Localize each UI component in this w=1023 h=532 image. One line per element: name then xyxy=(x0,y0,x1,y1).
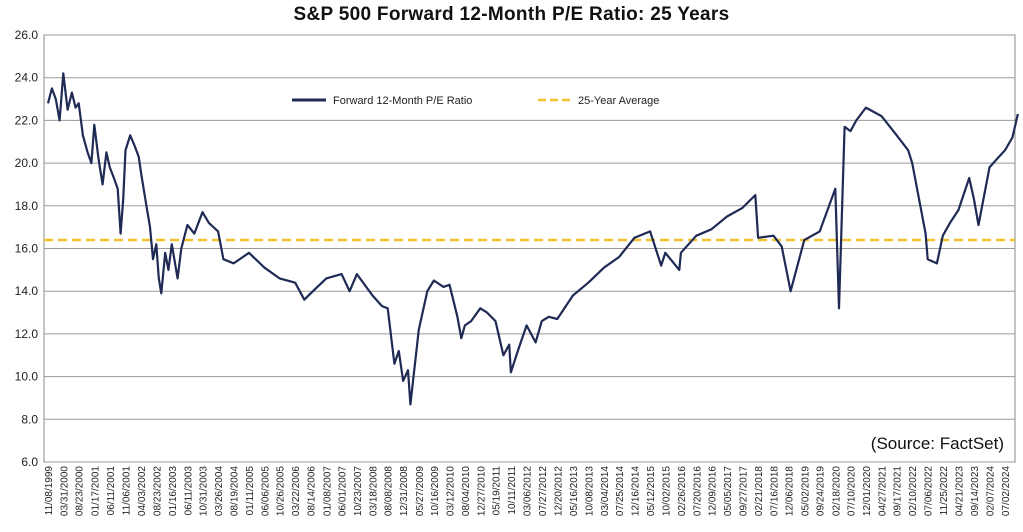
x-tick-label: 04/21/2023 xyxy=(954,466,965,516)
x-tick-label: 03/12/2010 xyxy=(446,466,457,516)
x-tick-label: 10/31/2003 xyxy=(199,466,210,516)
x-tick-label: 11/25/2022 xyxy=(939,466,950,516)
x-tick-label: 05/19/2011 xyxy=(492,466,503,516)
x-tick-label: 12/16/2014 xyxy=(630,466,641,516)
x-tick-label: 07/25/2014 xyxy=(615,466,626,516)
x-tick-label: 06/06/2005 xyxy=(261,466,272,516)
x-tick-label: 09/14/2023 xyxy=(970,466,981,516)
x-tick-label: 10/08/2013 xyxy=(584,466,595,516)
x-tick-label: 02/18/2020 xyxy=(831,466,842,516)
x-tick-label: 08/08/2008 xyxy=(384,466,395,516)
x-tick-label: 07/27/2012 xyxy=(538,466,549,516)
y-tick-label: 16.0 xyxy=(15,242,39,256)
x-tick-label: 03/26/2004 xyxy=(214,466,225,516)
x-tick-label: 05/12/2015 xyxy=(646,466,657,516)
x-tick-label: 03/04/2014 xyxy=(600,466,611,516)
y-axis: 6.0 8.0 10.0 12.0 14.0 16.0 18.0 20.0 22.0 24.0 26… xyxy=(15,28,39,469)
x-tick-label: 06/11/2003 xyxy=(183,466,194,516)
x-tick-label: 08/04/2010 xyxy=(461,466,472,516)
x-tick-label: 12/06/2018 xyxy=(785,466,796,516)
x-tick-label: 10/02/2015 xyxy=(661,466,672,516)
x-tick-label: 11/08/1999 xyxy=(44,466,55,516)
x-tick-label: 05/27/2009 xyxy=(415,466,426,516)
x-tick-label: 09/24/2019 xyxy=(816,466,827,516)
x-tick-label: 09/17/2021 xyxy=(893,466,904,516)
x-tick-label: 12/31/2008 xyxy=(399,466,410,516)
y-tick-label: 26.0 xyxy=(15,28,39,42)
legend-label-forward-pe: Forward 12-Month P/E Ratio xyxy=(333,95,472,107)
x-tick-label: 03/31/2000 xyxy=(59,466,70,516)
y-tick-label: 10.0 xyxy=(15,370,39,384)
x-tick-label: 08/23/2000 xyxy=(75,466,86,516)
y-tick-label: 14.0 xyxy=(15,284,39,298)
x-tick-label: 01/11/2005 xyxy=(245,466,256,516)
x-tick-label: 04/03/2002 xyxy=(137,466,148,516)
x-tick-label: 02/21/2018 xyxy=(754,466,765,516)
x-tick-label: 07/20/2016 xyxy=(692,466,703,516)
x-tick-label: 02/10/2022 xyxy=(908,466,919,516)
gridlines xyxy=(44,34,1015,463)
x-tick-label: 03/18/2008 xyxy=(369,466,380,516)
y-tick-label: 20.0 xyxy=(15,156,39,170)
x-tick-label: 10/16/2009 xyxy=(430,466,441,516)
x-tick-label: 05/02/2019 xyxy=(800,466,811,516)
y-tick-label: 6.0 xyxy=(21,455,38,469)
x-tick-label: 08/19/2004 xyxy=(230,466,241,516)
legend-label-25-year-average: 25-Year Average xyxy=(578,95,659,107)
x-tick-label: 10/23/2007 xyxy=(353,466,364,516)
x-tick-label: 12/20/2012 xyxy=(553,466,564,516)
source-label: (Source: FactSet) xyxy=(871,434,1004,453)
series-line-forward-pe xyxy=(46,72,1019,406)
chart-title: S&P 500 Forward 12-Month P/E Ratio: 25 Y… xyxy=(293,4,730,25)
x-tick-label: 05/05/2017 xyxy=(723,466,734,516)
x-tick-label: 06/11/2001 xyxy=(106,466,117,516)
y-tick-label: 8.0 xyxy=(21,412,38,426)
x-tick-label: 03/22/2006 xyxy=(291,466,302,516)
x-tick-label: 05/16/2013 xyxy=(569,466,580,516)
x-tick-label: 08/14/2006 xyxy=(307,466,318,516)
y-tick-label: 12.0 xyxy=(15,327,39,341)
x-tick-label: 11/06/2001 xyxy=(122,466,133,516)
x-tick-label: 10/26/2005 xyxy=(276,466,287,516)
x-tick-label: 12/27/2010 xyxy=(476,466,487,516)
y-tick-label: 24.0 xyxy=(15,71,39,85)
x-tick-label: 07/16/2018 xyxy=(770,466,781,516)
legend: Forward 12-Month P/E Ratio 25-Year Averag… xyxy=(292,95,659,107)
x-tick-label: 07/06/2022 xyxy=(924,466,935,516)
y-tick-label: 22.0 xyxy=(15,113,39,127)
x-tick-label: 01/16/2003 xyxy=(168,466,179,516)
x-tick-label: 08/23/2002 xyxy=(152,466,163,516)
y-tick-label: 18.0 xyxy=(15,199,39,213)
x-tick-label: 02/26/2016 xyxy=(677,466,688,516)
x-tick-label: 04/27/2021 xyxy=(878,466,889,516)
x-tick-label: 12/09/2016 xyxy=(707,466,718,516)
series-layer xyxy=(44,72,1019,406)
x-tick-label: 12/01/2020 xyxy=(862,466,873,516)
x-tick-label: 01/17/2001 xyxy=(90,466,101,516)
x-tick-label: 07/02/2024 xyxy=(1001,466,1012,516)
x-tick-label: 03/06/2012 xyxy=(523,466,534,516)
x-tick-label: 09/27/2017 xyxy=(738,466,749,516)
x-tick-label: 06/01/2007 xyxy=(338,466,349,516)
x-axis: 11/08/1999 03/31/2000 08/23/2000 01/17/2001… xyxy=(44,466,1012,516)
x-tick-label: 07/10/2020 xyxy=(847,466,858,516)
x-tick-label: 02/07/2024 xyxy=(986,466,997,516)
x-tick-label: 10/11/2011 xyxy=(507,466,518,515)
x-tick-label: 01/08/2007 xyxy=(322,466,333,516)
